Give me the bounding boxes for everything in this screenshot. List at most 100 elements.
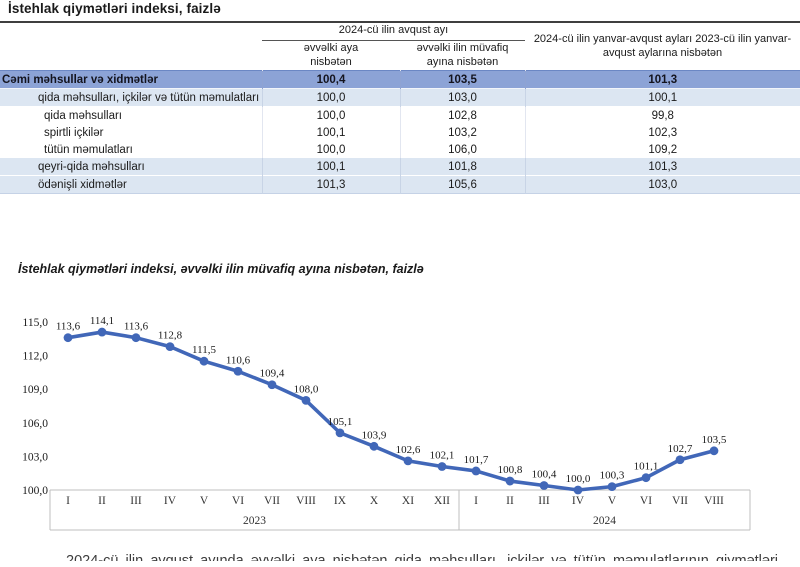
- header-col-ytd: 2024-cü ilin yanvar-avqust ayları 2023-c…: [525, 23, 800, 71]
- table-row: qeyri-qida məhsulları 100,1 101,8 101,3: [0, 158, 800, 176]
- data-label: 111,5: [192, 344, 216, 356]
- data-label: 102,7: [668, 443, 693, 455]
- data-label: 113,6: [124, 321, 149, 333]
- row-label: qida məhsulları: [44, 109, 122, 122]
- row-value: 105,6: [399, 175, 526, 194]
- row-value: 109,2: [524, 141, 800, 159]
- row-label: Cəmi məhsullar və xidmətlər: [2, 73, 158, 86]
- x-tick-label: VII: [264, 495, 280, 507]
- data-point: [539, 481, 549, 490]
- chart-title: İstehlak qiymətləri indeksi, əvvəlki ili…: [18, 262, 424, 276]
- data-point: [573, 485, 583, 495]
- row-value: 101,3: [524, 158, 800, 176]
- title-underline: [0, 21, 800, 23]
- data-label: 114,1: [90, 315, 114, 327]
- y-tick-label: 106,0: [22, 418, 48, 430]
- header-col-prev-month: əvvəlki aya nisbətən: [262, 40, 400, 71]
- data-point: [335, 428, 345, 438]
- data-point: [471, 466, 481, 476]
- header-empty-cell-2: [0, 40, 262, 71]
- row-value: 103,5: [399, 70, 526, 89]
- data-label: 100,0: [566, 473, 591, 485]
- row-value: 101,3: [524, 70, 800, 89]
- x-tick-label: I: [474, 495, 478, 507]
- table-row: qida məhsulları 100,0 102,8 99,8: [0, 106, 800, 125]
- x-tick-label: V: [200, 495, 209, 507]
- x-tick-label: I: [66, 495, 70, 507]
- table-row: spirtli içkilər 100,1 103,2 102,3: [0, 124, 800, 142]
- cpi-table-wrap: 2024-cü ilin avqust ayı 2024-cü ilin yan…: [0, 23, 800, 194]
- data-label: 102,6: [396, 444, 421, 456]
- row-value: 100,1: [261, 158, 400, 176]
- data-point: [437, 462, 447, 471]
- row-value: 102,3: [524, 124, 800, 142]
- cpi-table-body: Cəmi məhsullar və xidmətlər 100,4 103,5 …: [0, 70, 800, 194]
- row-value: 99,8: [524, 106, 800, 125]
- data-point: [505, 476, 515, 486]
- data-point: [607, 482, 617, 492]
- x-tick-label: X: [370, 495, 379, 507]
- x-tick-label: XII: [434, 495, 450, 507]
- row-value: 101,3: [261, 175, 400, 194]
- data-point: [97, 327, 107, 337]
- data-point: [709, 446, 719, 456]
- table-row: qida məhsulları, içkilər və tütün məmula…: [0, 88, 800, 107]
- table-row: tütün məmulatları 100,0 106,0 109,2: [0, 141, 800, 159]
- row-value: 100,4: [261, 70, 400, 89]
- x-tick-label: IV: [572, 495, 585, 507]
- table-row: Cəmi məhsullar və xidmətlər 100,4 103,5 …: [0, 70, 800, 89]
- row-value: 103,0: [524, 175, 800, 194]
- data-label: 101,1: [634, 461, 659, 473]
- row-label: ödənişli xidmətlər: [38, 178, 127, 191]
- data-point: [301, 396, 311, 405]
- data-point: [63, 333, 73, 343]
- x-tick-label: IX: [334, 495, 347, 507]
- footnote-clipped: 2024-cü ilin avqust ayında əvvəlki aya n…: [8, 552, 778, 561]
- data-label: 103,5: [702, 434, 727, 446]
- x-tick-label: VIII: [704, 495, 724, 507]
- page-title: İstehlak qiymətləri indeksi, faizlə: [8, 1, 221, 16]
- header-empty-cell: [0, 23, 262, 40]
- data-point: [641, 473, 651, 483]
- data-label: 103,9: [362, 429, 387, 441]
- data-label: 112,8: [158, 330, 183, 342]
- x-tick-label: VIII: [296, 495, 316, 507]
- data-label: 100,3: [600, 470, 625, 482]
- x-tick-label: II: [506, 495, 514, 507]
- x-tick-label: IV: [164, 495, 177, 507]
- data-point: [403, 456, 413, 466]
- row-value: 101,8: [399, 158, 526, 176]
- data-label: 113,6: [56, 321, 81, 333]
- table-row: ödənişli xidmətlər 101,3 105,6 103,0: [0, 175, 800, 194]
- data-point: [165, 342, 175, 352]
- row-value: 100,0: [261, 106, 400, 125]
- x-tick-label: III: [130, 495, 142, 507]
- header-col-prev-year-month: əvvəlki ilin müvafiq ayına nisbətən: [400, 40, 525, 71]
- cpi-line-chart: 115,0 112,0 109,0 106,0 103,0 100,0 I II III IV V V…: [0, 298, 800, 553]
- x-tick-label: VI: [640, 495, 652, 507]
- x-tick-label: III: [538, 495, 550, 507]
- data-label: 105,1: [328, 416, 353, 428]
- header-col-ytd-text: 2024-cü ilin yanvar-avqust ayları 2023-c…: [533, 32, 792, 59]
- y-tick-label: 109,0: [22, 384, 48, 396]
- cpi-table-header: 2024-cü ilin avqust ayı 2024-cü ilin yan…: [0, 23, 800, 71]
- footnote-text: 2024-cü ilin avqust ayında əvvəlki aya n…: [66, 553, 778, 561]
- row-label: qeyri-qida məhsulları: [38, 160, 145, 173]
- data-label: 100,8: [498, 464, 523, 476]
- header-group-august: 2024-cü ilin avqust ayı: [262, 23, 526, 41]
- y-tick-label: 100,0: [22, 485, 48, 497]
- data-point: [131, 333, 141, 343]
- y-tick-label: 112,0: [23, 351, 49, 363]
- x-tick-label: VI: [232, 495, 244, 507]
- row-value: 100,1: [524, 88, 800, 107]
- cpi-table: 2024-cü ilin avqust ayı 2024-cü ilin yan…: [0, 23, 800, 194]
- header-col-prev-month-text: əvvəlki aya nisbətən: [303, 41, 359, 68]
- row-label: qida məhsulları, içkilər və tütün məmula…: [38, 91, 260, 104]
- data-point: [233, 366, 243, 376]
- data-point: [675, 455, 685, 465]
- year-label: 2023: [243, 515, 266, 527]
- row-value: 100,1: [261, 124, 400, 142]
- data-label: 101,7: [464, 454, 489, 466]
- row-value: 103,2: [399, 124, 526, 142]
